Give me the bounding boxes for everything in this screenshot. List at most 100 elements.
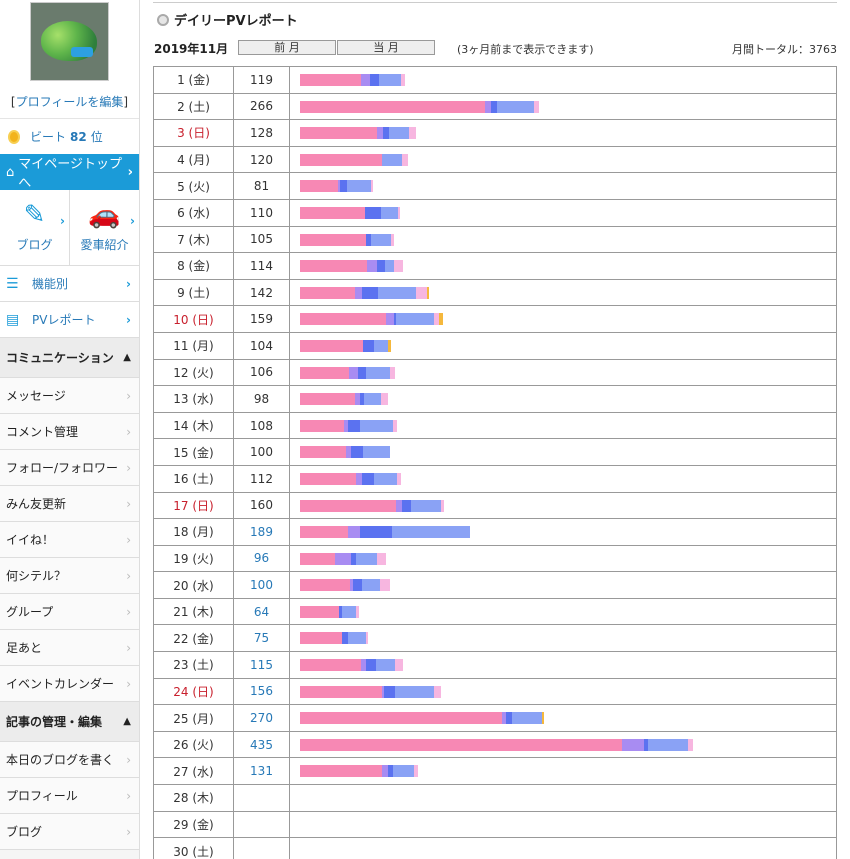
pv-bar-cell	[289, 704, 837, 732]
pv-bar-segment	[300, 393, 355, 406]
tile-car[interactable]: 🚗 愛車紹介 ›	[69, 190, 139, 265]
communication-item[interactable]: イイね！ ›	[0, 522, 139, 558]
chevron-right-icon: ›	[60, 214, 65, 228]
pv-bar-segment	[367, 260, 377, 273]
pv-bar-segment	[300, 366, 349, 379]
pv-bar-segment	[388, 339, 391, 352]
mypage-top-button[interactable]: ⌂ マイページトップへ ›	[0, 154, 139, 191]
pv-bar	[300, 472, 401, 485]
pv-bar-segment	[300, 579, 350, 592]
pv-count-cell[interactable]: 96	[233, 544, 290, 573]
beat-rank-value: 82	[70, 129, 87, 144]
pv-count-cell[interactable]: 64	[233, 597, 290, 626]
day-cell: 12 (火)	[153, 358, 234, 387]
pv-count-cell: 108	[233, 411, 290, 440]
pv-table: 1 (金) 119 2 (土) 266 3 (日) 128 4 (月) 120 5 (火) 81 6…	[153, 66, 837, 859]
pv-bar-segment	[395, 659, 403, 672]
pv-bar-segment	[355, 393, 360, 406]
communication-item[interactable]: グループ ›	[0, 594, 139, 630]
pv-bar-segment	[362, 579, 380, 592]
section-articles[interactable]: 記事の管理・編集 ▲	[0, 702, 139, 742]
chevron-right-icon: ›	[126, 388, 131, 403]
caret-up-icon: ▲	[123, 716, 131, 727]
pv-bar	[300, 446, 390, 459]
article-item[interactable]: プロフィール ›	[0, 778, 139, 814]
day-cell: 17 (日)	[153, 491, 234, 520]
pv-count-cell[interactable]: 115	[233, 651, 290, 679]
pv-bar-segment	[338, 180, 340, 193]
pv-bar	[300, 765, 418, 778]
communication-item[interactable]: コメント管理 ›	[0, 414, 139, 450]
pv-bar-segment	[300, 446, 346, 459]
pv-bar-segment	[356, 472, 362, 485]
pv-bar-cell	[289, 358, 837, 387]
chevron-right-icon: ›	[126, 824, 131, 839]
current-month-button[interactable]: 当 月	[337, 40, 435, 55]
pv-bar-segment	[364, 393, 381, 406]
communication-item[interactable]: イベントカレンダー ›	[0, 666, 139, 702]
pv-bar-segment	[393, 765, 414, 778]
chevron-right-icon: ›	[126, 568, 131, 583]
day-cell: 10 (日)	[153, 305, 234, 333]
article-item[interactable]: ブログ ›	[0, 814, 139, 850]
communication-item[interactable]: 何シテル？ ›	[0, 558, 139, 594]
communication-item[interactable]: みん友更新 ›	[0, 486, 139, 522]
article-item[interactable]: 本日のブログを書く ›	[0, 742, 139, 778]
pv-count-cell[interactable]: 131	[233, 757, 290, 786]
pv-count-cell[interactable]: 156	[233, 677, 290, 706]
day-cell: 5 (火)	[153, 172, 234, 200]
monthly-total: 月間トータル：3763	[732, 43, 837, 56]
pv-bar-segment	[361, 74, 370, 86]
day-cell: 22 (金)	[153, 624, 234, 653]
pv-bar	[300, 659, 403, 672]
table-row: 8 (金) 114	[153, 252, 837, 280]
communication-item[interactable]: 足あと ›	[0, 630, 139, 666]
pv-count-cell[interactable]: 189	[233, 518, 290, 546]
pv-bar-segment	[386, 313, 394, 326]
pv-bar-cell	[289, 784, 837, 812]
pv-bar	[300, 605, 359, 618]
table-row: 4 (月) 120	[153, 145, 837, 174]
pv-bar-segment	[300, 526, 348, 539]
section-communication[interactable]: コミュニケーション ▲	[0, 338, 139, 378]
table-row: 26 (火) 435	[153, 730, 837, 759]
table-row: 15 (金) 100	[153, 438, 837, 466]
pv-bar-segment	[300, 313, 386, 326]
profile-edit-row: [プロフィールを編集]	[10, 95, 129, 109]
pv-bar-segment	[366, 366, 390, 379]
pv-count-cell[interactable]: 270	[233, 704, 290, 732]
table-row: 23 (土) 115	[153, 651, 837, 679]
nav-features[interactable]: ☰ 機能別 ›	[0, 266, 139, 302]
pv-count-cell: 98	[233, 385, 290, 413]
pv-count-cell: 119	[233, 66, 290, 94]
nav-pv-report[interactable]: ▤ PVレポート ›	[0, 302, 139, 338]
prev-month-button[interactable]: 前 月	[238, 40, 336, 55]
beat-suffix: 位	[90, 130, 103, 144]
table-row: 20 (水) 100	[153, 571, 837, 599]
pv-bar-segment	[351, 446, 363, 459]
car-icon: 🚗	[88, 200, 121, 230]
day-cell: 8 (金)	[153, 252, 234, 280]
pv-bar-cell	[289, 225, 837, 254]
pv-count-cell[interactable]: 435	[233, 730, 290, 759]
beat-rank[interactable]: ビート 82 位	[0, 118, 139, 154]
pv-bar	[300, 499, 444, 512]
pv-bar-segment	[394, 313, 396, 326]
pv-count-cell: 120	[233, 145, 290, 174]
pv-bar	[300, 366, 395, 379]
communication-item[interactable]: フォロー/フォロワー ›	[0, 450, 139, 486]
pv-count-cell[interactable]: 75	[233, 624, 290, 653]
day-cell: 29 (金)	[153, 810, 234, 839]
pv-count-cell: 105	[233, 225, 290, 254]
pv-count-cell[interactable]: 100	[233, 571, 290, 599]
avatar[interactable]	[30, 2, 109, 81]
profile-edit-link[interactable]: プロフィールを編集	[15, 95, 124, 109]
pv-bar-segment	[348, 632, 366, 645]
communication-item[interactable]: メッセージ ›	[0, 378, 139, 414]
sidebar: [プロフィールを編集] ビート 82 位 ⌂ マイページトップへ › ✎ ブログ…	[0, 0, 140, 859]
pv-bar-segment	[389, 127, 409, 140]
pv-bar-segment	[393, 419, 397, 432]
pv-bar-segment	[384, 685, 395, 698]
tile-blog[interactable]: ✎ ブログ ›	[0, 190, 69, 265]
pv-bar-segment	[300, 765, 382, 778]
